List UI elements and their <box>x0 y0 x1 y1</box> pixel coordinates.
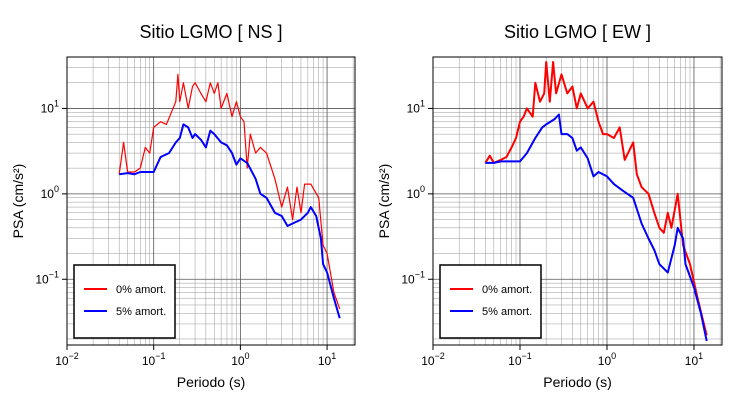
tick-base: 10 <box>421 354 435 368</box>
y-tick-label: 10−1 <box>35 269 59 286</box>
x-axis-label: Periodo (s) <box>177 374 245 390</box>
tick-base: 10 <box>407 187 421 201</box>
tick-exponent: 1 <box>698 351 703 361</box>
legend-label: 0% amort. <box>116 284 166 296</box>
y-tick-label: 101 <box>407 98 425 115</box>
tick-base: 10 <box>142 354 156 368</box>
x-axis-label: Periodo (s) <box>543 374 611 390</box>
tick-base: 10 <box>55 354 69 368</box>
legend-label: 0% amort. <box>482 284 532 296</box>
y-axis-label: PSA (cm/s²) <box>10 164 26 239</box>
tick-exponent: 1 <box>54 98 59 108</box>
y-tick-label: 100 <box>41 184 59 201</box>
tick-base: 10 <box>407 101 421 115</box>
y-tick-label: 10−1 <box>401 269 425 286</box>
y-axis-label: PSA (cm/s²) <box>376 164 392 239</box>
legend-box <box>73 264 176 339</box>
tick-base: 10 <box>41 101 55 115</box>
tick-base: 10 <box>598 354 612 368</box>
x-tick-label: 101 <box>318 351 336 368</box>
series-line <box>484 61 708 336</box>
chart-title: Sitio LGMO [ EW ] <box>504 22 651 42</box>
x-tick-label: 10−1 <box>142 351 166 368</box>
x-tick-label: 100 <box>598 351 616 368</box>
tick-exponent: −2 <box>435 351 445 361</box>
tick-exponent: −1 <box>415 269 425 279</box>
tick-base: 10 <box>401 272 415 286</box>
plot-frame <box>432 56 723 346</box>
tick-base: 10 <box>508 354 522 368</box>
tick-exponent: 1 <box>331 351 336 361</box>
tick-base: 10 <box>231 354 245 368</box>
tick-exponent: 1 <box>420 98 425 108</box>
y-tick-label: 100 <box>407 184 425 201</box>
legend-label: 5% amort. <box>116 306 166 318</box>
series-line <box>118 73 341 310</box>
legend-label: 5% amort. <box>482 306 532 318</box>
tick-exponent: −1 <box>522 351 532 361</box>
plot-frame <box>66 56 356 346</box>
x-tick-label: 10−1 <box>508 351 532 368</box>
chart-title: Sitio LGMO [ NS ] <box>139 22 282 42</box>
tick-exponent: 0 <box>54 184 59 194</box>
tick-exponent: 0 <box>245 351 250 361</box>
tick-exponent: −1 <box>49 269 59 279</box>
legend-box <box>439 264 542 339</box>
series-line <box>485 113 708 342</box>
tick-exponent: −2 <box>69 351 79 361</box>
tick-exponent: 0 <box>420 184 425 194</box>
x-tick-label: 101 <box>685 351 703 368</box>
x-tick-label: 10−2 <box>421 351 445 368</box>
y-tick-label: 101 <box>41 98 59 115</box>
tick-exponent: 0 <box>611 351 616 361</box>
tick-base: 10 <box>685 354 699 368</box>
tick-base: 10 <box>41 187 55 201</box>
x-tick-label: 10−2 <box>55 351 79 368</box>
series-line <box>119 123 341 319</box>
tick-base: 10 <box>318 354 332 368</box>
tick-base: 10 <box>35 272 49 286</box>
tick-exponent: −1 <box>155 351 165 361</box>
x-tick-label: 100 <box>231 351 249 368</box>
